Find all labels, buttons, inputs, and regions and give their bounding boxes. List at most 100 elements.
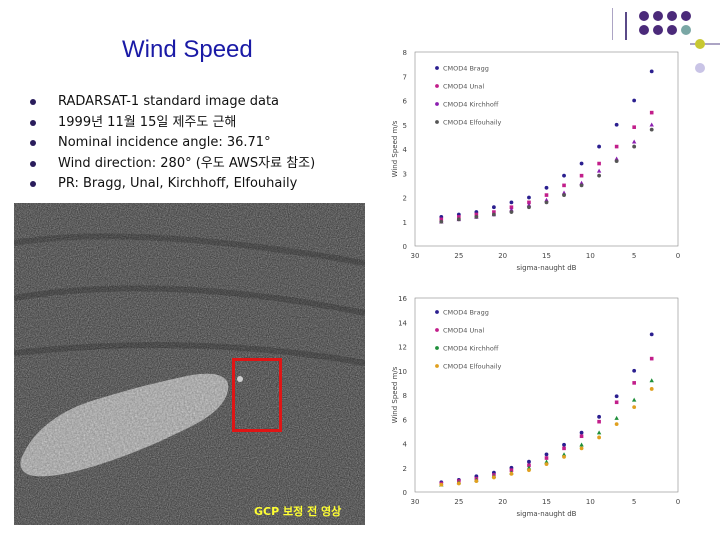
y-tick-label: 10 bbox=[398, 368, 407, 376]
x-tick-label: 5 bbox=[632, 252, 636, 260]
y-tick-label: 8 bbox=[403, 49, 407, 57]
data-point bbox=[597, 435, 601, 440]
data-point bbox=[544, 459, 549, 464]
chart-top: 0 1 2 3 4 5 6 7 8 30 25 20 15 10 5 0 sigma-naught dB Wind… bbox=[385, 40, 690, 282]
x-tick-label: 0 bbox=[676, 498, 680, 506]
data-point bbox=[579, 446, 584, 451]
legend-marker bbox=[435, 102, 439, 106]
data-point bbox=[527, 205, 531, 210]
slide-title: Wind Speed bbox=[122, 36, 253, 63]
data-point bbox=[526, 465, 532, 470]
bullet-text: 1999년 11월 15일 제주도 근해 bbox=[58, 114, 237, 130]
legend-label: CMOD4 Unal bbox=[443, 83, 484, 91]
data-point bbox=[562, 193, 566, 197]
data-point bbox=[456, 481, 461, 486]
data-point bbox=[649, 69, 654, 74]
y-tick-label: 12 bbox=[398, 344, 407, 352]
data-point bbox=[492, 475, 496, 480]
bullet-text: PR: Bragg, Unal, Kirchhoff, Elfouhaily bbox=[58, 176, 298, 191]
legend-marker bbox=[435, 364, 439, 368]
data-point bbox=[527, 468, 531, 473]
data-point bbox=[632, 405, 637, 410]
y-tick-label: 6 bbox=[403, 98, 408, 106]
data-point bbox=[614, 156, 619, 161]
data-point bbox=[649, 110, 654, 115]
chart-legend: CMOD4 Bragg CMOD4 Unal CMOD4 Kirchhoff CMOD… bbox=[435, 309, 501, 371]
legend-marker bbox=[435, 120, 439, 124]
image-caption: GCP 보정 전 영상 bbox=[254, 505, 342, 518]
y-tick-label: 3 bbox=[403, 170, 407, 178]
data-point bbox=[614, 422, 619, 426]
x-tick-label: 0 bbox=[676, 252, 680, 260]
x-tick-label: 20 bbox=[498, 252, 507, 260]
legend-label: CMOD4 Elfouhaily bbox=[443, 119, 501, 127]
data-point bbox=[649, 378, 654, 383]
bullet-text: Nominal incidence angle: 36.71° bbox=[58, 135, 271, 150]
y-tick-label: 14 bbox=[398, 319, 407, 327]
data-point bbox=[597, 161, 601, 166]
legend-marker bbox=[435, 66, 439, 70]
y-tick-label: 6 bbox=[403, 416, 408, 424]
data-point bbox=[579, 430, 584, 435]
data-point bbox=[561, 452, 567, 457]
data-point bbox=[631, 139, 637, 144]
header-decoration bbox=[612, 8, 720, 74]
data-point bbox=[632, 381, 636, 385]
chart-top-svg: 0 1 2 3 4 5 6 7 8 30 25 20 15 10 5 0 sigma-naught dB Wind… bbox=[391, 49, 680, 272]
x-axis-label: sigma-naught dB bbox=[517, 264, 577, 272]
data-point bbox=[614, 394, 619, 399]
x-axis-label: sigma-naught dB bbox=[517, 510, 577, 518]
legend-label: CMOD4 Unal bbox=[443, 327, 484, 335]
bullet-dot bbox=[30, 181, 36, 187]
y-tick-label: 0 bbox=[403, 489, 407, 497]
y-axis-label: Wind Speed m/s bbox=[391, 366, 399, 423]
legend-label: CMOD4 Kirchhoff bbox=[443, 345, 499, 353]
x-tick-label: 5 bbox=[632, 498, 636, 506]
data-point bbox=[509, 200, 514, 205]
x-tick-label: 20 bbox=[498, 498, 507, 506]
data-point bbox=[614, 159, 619, 164]
data-point bbox=[457, 215, 461, 219]
deco-dot-grid bbox=[639, 11, 705, 73]
x-tick-label: 15 bbox=[542, 252, 551, 260]
data-point bbox=[597, 173, 601, 178]
data-point bbox=[509, 468, 514, 472]
y-axis-label: Wind Speed m/s bbox=[391, 120, 399, 177]
data-point bbox=[649, 122, 654, 127]
y-tick-label: 4 bbox=[403, 146, 408, 154]
data-point bbox=[544, 452, 549, 457]
data-point bbox=[597, 144, 601, 149]
legend-marker bbox=[435, 84, 439, 88]
data-point bbox=[632, 98, 637, 103]
sar-image bbox=[14, 203, 365, 525]
sar-image-graphic bbox=[14, 203, 365, 525]
x-tick-label: 25 bbox=[454, 498, 463, 506]
data-point bbox=[474, 479, 479, 483]
x-tick-label: 30 bbox=[411, 498, 420, 506]
data-point bbox=[509, 207, 514, 212]
x-tick-label: 30 bbox=[411, 252, 420, 260]
data-point bbox=[527, 200, 531, 205]
data-point bbox=[632, 125, 636, 129]
data-point bbox=[439, 482, 444, 487]
data-point bbox=[492, 205, 496, 210]
bullet-text: RADARSAT-1 standard image data bbox=[58, 94, 280, 109]
legend-marker bbox=[435, 328, 439, 332]
data-point bbox=[632, 144, 637, 149]
x-tick-label: 25 bbox=[454, 252, 463, 260]
chart-bottom-svg: 0 2 4 6 8 10 12 14 16 30 25 20 15 10 5 0 sigma-naught dB… bbox=[391, 295, 680, 518]
data-point bbox=[562, 442, 566, 447]
data-point bbox=[614, 415, 619, 420]
data-point bbox=[527, 195, 531, 200]
data-point bbox=[474, 212, 479, 217]
chart-legend: CMOD4 Bragg CMOD4 Unal CMOD4 Kirchhoff CMOD… bbox=[435, 65, 501, 127]
data-point bbox=[614, 122, 619, 127]
data-point bbox=[631, 397, 637, 402]
bullet-item: Wind direction: 280° (우도 AWS자료 참조) bbox=[30, 154, 315, 175]
data-point bbox=[649, 387, 654, 391]
legend-label: CMOD4 Bragg bbox=[443, 309, 489, 317]
data-point bbox=[544, 462, 549, 467]
data-point bbox=[596, 168, 602, 173]
data-point bbox=[492, 210, 496, 214]
data-point bbox=[579, 161, 584, 166]
